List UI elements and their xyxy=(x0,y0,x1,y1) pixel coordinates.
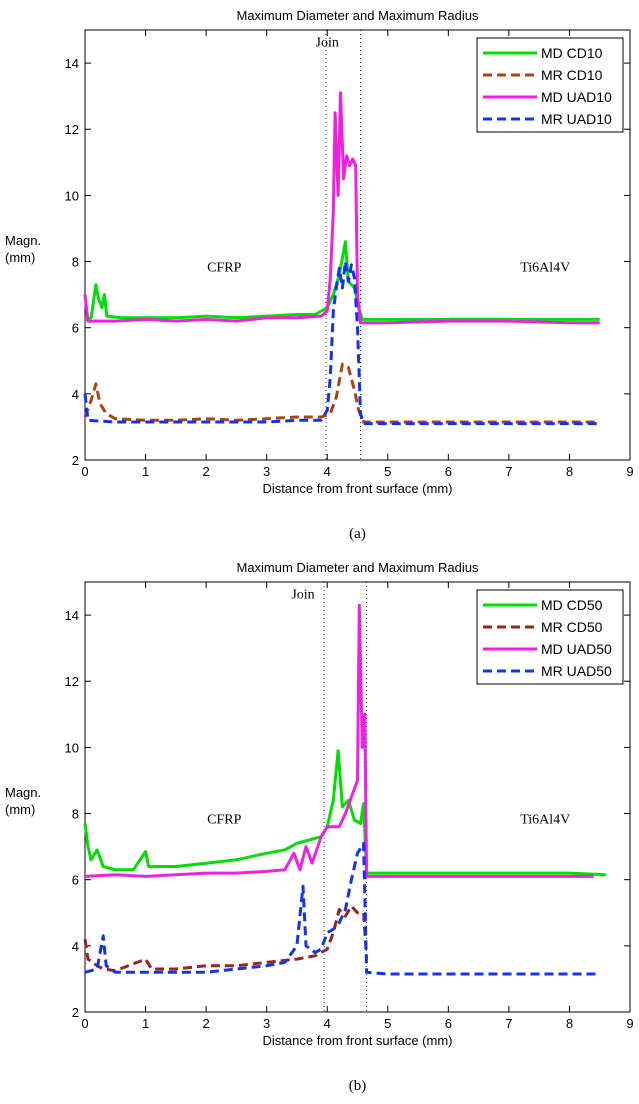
x-axis-label: Distance from front surface (mm) xyxy=(263,481,453,496)
x-tick-label: 2 xyxy=(202,464,209,479)
series-line-md-cd10 xyxy=(84,240,600,321)
y-tick-label: 10 xyxy=(65,740,79,755)
annotation-label: CFRP xyxy=(207,260,241,275)
y-tick-label: 2 xyxy=(72,1005,79,1020)
y-tick-label: 6 xyxy=(72,321,79,336)
y-tick-label: 8 xyxy=(72,255,79,270)
chart-panel-a: Maximum Diameter and Maximum Radius 0 1 2 3 4… xyxy=(5,8,634,542)
legend-entry: MD UAD50 xyxy=(541,641,612,657)
x-tick-label: 0 xyxy=(81,1016,88,1031)
plot-frame xyxy=(84,581,631,1013)
x-tick-label: 5 xyxy=(384,1016,391,1031)
x-tick-label: 2 xyxy=(202,1016,209,1031)
figure-caption: (b) xyxy=(349,1078,367,1094)
legend-entry: MR UAD50 xyxy=(541,663,612,679)
legend-entry: MD CD50 xyxy=(541,597,603,613)
x-tick-label: 8 xyxy=(566,464,573,479)
y-tick-label: 4 xyxy=(72,387,79,402)
y-tick-label: 8 xyxy=(72,807,79,822)
annotation-label: Ti6Al4V xyxy=(520,812,570,827)
y-tick-label: 2 xyxy=(72,453,79,468)
annotation-label: Join xyxy=(316,36,339,51)
y-tick-label: 14 xyxy=(65,608,79,623)
annotation-label: Ti6Al4V xyxy=(520,260,570,275)
x-tick-label: 9 xyxy=(626,1016,633,1031)
figure-caption: (a) xyxy=(349,526,366,542)
series-line-mr-uad10 xyxy=(83,260,600,426)
x-tick-label: 8 xyxy=(566,1016,573,1031)
y-tick-label: 14 xyxy=(65,56,79,71)
x-tick-label: 7 xyxy=(505,1016,512,1031)
y-tick-label: 12 xyxy=(65,674,79,689)
x-tick-label: 1 xyxy=(142,464,149,479)
x-tick-label: 5 xyxy=(384,464,391,479)
y-axis-label: Magn. xyxy=(5,785,41,800)
legend-entry: MR UAD10 xyxy=(541,111,612,127)
y-tick-label: 12 xyxy=(65,122,79,137)
series-line-mr-cd50 xyxy=(83,904,369,973)
y-tick-label: 10 xyxy=(65,188,79,203)
x-tick-label: 6 xyxy=(445,464,452,479)
plot-frame xyxy=(84,29,631,461)
x-axis-label: Distance from front surface (mm) xyxy=(263,1033,453,1048)
y-tick-label: 4 xyxy=(72,939,79,954)
series-line-mr-uad50 xyxy=(84,841,600,976)
series-line-md-uad50 xyxy=(84,603,594,878)
chart-panel-b: Maximum Diameter and Maximum Radius 0 1 2 3 4… xyxy=(0,552,639,1104)
legend-entry: MD UAD10 xyxy=(541,89,612,105)
x-tick-label: 4 xyxy=(324,464,331,479)
legend-entry: MR CD10 xyxy=(541,67,603,83)
annotation-label: Join xyxy=(291,588,314,603)
series-line-mr-cd10 xyxy=(83,362,600,424)
x-tick-label: 3 xyxy=(263,1016,270,1031)
legend-entry: MD CD10 xyxy=(541,45,603,61)
y-axis-label: Magn. xyxy=(5,233,41,248)
legend-entry: MR CD50 xyxy=(541,619,603,635)
x-tick-label: 3 xyxy=(263,464,270,479)
x-tick-label: 0 xyxy=(81,464,88,479)
x-tick-label: 6 xyxy=(445,1016,452,1031)
chart-title: Maximum Diameter and Maximum Radius xyxy=(236,8,479,23)
annotation-label: CFRP xyxy=(207,812,241,827)
chart-title: Maximum Diameter and Maximum Radius xyxy=(236,560,479,575)
y-axis-unit: (mm) xyxy=(5,802,35,817)
series-line-md-uad10 xyxy=(83,91,600,325)
y-tick-label: 6 xyxy=(72,873,79,888)
x-tick-label: 4 xyxy=(324,1016,331,1031)
x-tick-label: 9 xyxy=(626,464,633,479)
y-axis-unit: (mm) xyxy=(5,250,35,265)
x-tick-label: 1 xyxy=(142,1016,149,1031)
x-tick-label: 7 xyxy=(505,464,512,479)
